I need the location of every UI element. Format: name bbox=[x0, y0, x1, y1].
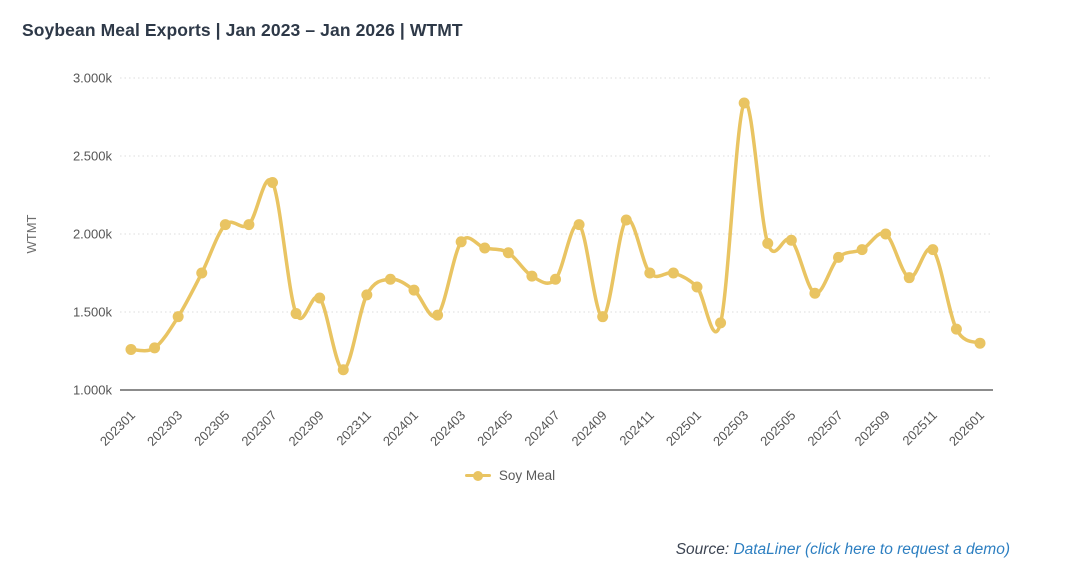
x-axis-tick-label: 202501 bbox=[663, 408, 704, 449]
data-point[interactable] bbox=[809, 287, 821, 299]
line-chart: 1.000k 1.500k 2.000k 2.500k 3.000k WTMT 202301… bbox=[24, 71, 993, 449]
data-point[interactable] bbox=[785, 234, 797, 246]
legend-item-soy-meal[interactable]: Soy Meal bbox=[464, 468, 556, 483]
x-axis-tick-label: 202503 bbox=[710, 408, 751, 449]
data-point[interactable] bbox=[479, 242, 491, 254]
y-axis-tick-label: 3.000k bbox=[73, 71, 113, 86]
y-axis-title: WTMT bbox=[24, 214, 39, 253]
data-point[interactable] bbox=[149, 342, 161, 354]
data-point[interactable] bbox=[927, 244, 939, 256]
data-point[interactable] bbox=[361, 289, 373, 301]
y-axis-tick-label: 1.000k bbox=[73, 383, 113, 398]
data-point[interactable] bbox=[172, 311, 184, 323]
x-axis-tick-label: 202311 bbox=[333, 408, 374, 449]
data-point[interactable] bbox=[455, 236, 467, 248]
data-point[interactable] bbox=[950, 323, 962, 335]
x-axis-tick-label: 202411 bbox=[616, 408, 657, 449]
x-axis-tick-label: 202301 bbox=[97, 408, 138, 449]
x-axis-tick-label: 202407 bbox=[521, 408, 562, 449]
data-point[interactable] bbox=[644, 267, 656, 279]
x-axis-tick-label: 202511 bbox=[899, 408, 940, 449]
data-point[interactable] bbox=[597, 311, 609, 323]
data-point[interactable] bbox=[267, 177, 278, 189]
chart-legend: Soy Meal bbox=[0, 468, 1020, 483]
data-point[interactable] bbox=[243, 219, 255, 231]
data-point[interactable] bbox=[337, 364, 349, 376]
y-axis-tick-label: 1.500k bbox=[73, 305, 113, 320]
x-axis-tick-label: 202505 bbox=[757, 408, 798, 449]
data-point[interactable] bbox=[667, 267, 679, 279]
data-point[interactable] bbox=[502, 247, 514, 259]
source-attribution: Source: DataLiner (click here to request… bbox=[676, 541, 1010, 559]
data-point[interactable] bbox=[880, 228, 892, 240]
data-point[interactable] bbox=[903, 272, 915, 284]
data-point[interactable] bbox=[408, 284, 420, 296]
x-axis-tick-label: 202507 bbox=[804, 408, 845, 449]
data-point[interactable] bbox=[762, 237, 774, 249]
data-point[interactable] bbox=[974, 337, 986, 349]
x-axis-tick-label: 202601 bbox=[946, 408, 987, 449]
data-point[interactable] bbox=[196, 267, 208, 279]
legend-line-dot-icon bbox=[464, 470, 491, 481]
y-axis-tick-label: 2.500k bbox=[73, 149, 113, 164]
x-axis-tick-label: 202403 bbox=[427, 408, 468, 449]
data-point[interactable] bbox=[550, 273, 561, 285]
data-point[interactable] bbox=[738, 97, 750, 109]
data-point[interactable] bbox=[384, 273, 396, 285]
data-point[interactable] bbox=[432, 309, 444, 321]
data-point[interactable] bbox=[620, 214, 632, 226]
legend-label: Soy Meal bbox=[498, 468, 556, 483]
data-point[interactable] bbox=[290, 308, 302, 320]
data-point[interactable] bbox=[715, 317, 727, 329]
x-axis-tick-label: 202305 bbox=[191, 408, 232, 449]
x-axis-tick-label: 202309 bbox=[285, 408, 326, 449]
data-point[interactable] bbox=[314, 292, 326, 304]
data-point[interactable] bbox=[219, 219, 231, 231]
x-axis-tick-label: 202409 bbox=[568, 408, 609, 449]
x-axis-tick-label: 202509 bbox=[851, 408, 892, 449]
data-point[interactable] bbox=[526, 270, 538, 282]
x-axis-tick-label: 202307 bbox=[238, 408, 279, 449]
x-axis-tick-label: 202303 bbox=[144, 408, 185, 449]
data-point[interactable] bbox=[856, 244, 868, 256]
source-demo-link[interactable]: DataLiner (click here to request a demo) bbox=[733, 541, 1010, 558]
data-point[interactable] bbox=[691, 281, 703, 293]
chart-title: Soybean Meal Exports | Jan 2023 – Jan 20… bbox=[22, 20, 463, 40]
data-point[interactable] bbox=[125, 343, 137, 355]
series-line-soy-meal bbox=[129, 100, 982, 372]
x-axis-tick-label: 202405 bbox=[474, 408, 515, 449]
data-point[interactable] bbox=[573, 219, 585, 231]
source-label: Source: bbox=[675, 541, 734, 558]
y-axis-tick-label: 2.000k bbox=[73, 227, 113, 242]
data-point[interactable] bbox=[833, 251, 844, 263]
x-axis-tick-label: 202401 bbox=[380, 408, 421, 449]
